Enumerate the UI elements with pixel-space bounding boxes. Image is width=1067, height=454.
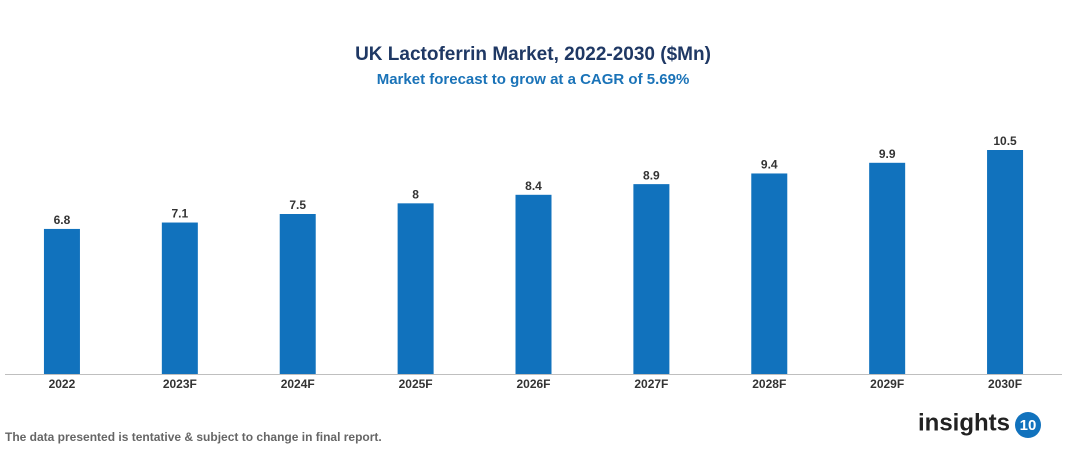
x-tick-label: 2024F bbox=[281, 377, 315, 391]
x-tick-label: 2026F bbox=[516, 377, 550, 391]
data-label: 10.5 bbox=[993, 134, 1017, 148]
bar bbox=[397, 203, 434, 374]
bar bbox=[515, 194, 552, 374]
x-tick-label: 2028F bbox=[752, 377, 786, 391]
logo-badge bbox=[1015, 412, 1041, 438]
data-label: 7.5 bbox=[289, 198, 306, 212]
x-tick-label: 2022 bbox=[49, 377, 76, 391]
x-tick-label: 2023F bbox=[163, 377, 197, 391]
bar bbox=[161, 222, 198, 374]
x-tick-label: 2030F bbox=[988, 377, 1022, 391]
bar bbox=[279, 214, 316, 374]
data-label: 7.1 bbox=[171, 207, 188, 221]
data-label: 8.9 bbox=[643, 168, 660, 182]
bar bbox=[869, 162, 906, 374]
logo-text: insights bbox=[918, 409, 1010, 436]
data-label: 8 bbox=[412, 188, 419, 202]
x-tick-label: 2025F bbox=[399, 377, 433, 391]
data-label: 9.4 bbox=[761, 158, 778, 172]
chart-subtitle: Market forecast to grow at a CAGR of 5.6… bbox=[377, 71, 690, 88]
bar bbox=[43, 228, 80, 374]
data-label: 9.9 bbox=[879, 147, 896, 161]
x-tick-label: 2029F bbox=[870, 377, 904, 391]
bar bbox=[633, 184, 670, 374]
footnote: The data presented is tentative & subjec… bbox=[5, 430, 382, 444]
bar bbox=[987, 150, 1024, 374]
data-label: 6.8 bbox=[54, 213, 71, 227]
data-label: 8.4 bbox=[525, 179, 542, 193]
logo-badge-text: 10 bbox=[1020, 417, 1037, 434]
x-tick-label: 2027F bbox=[634, 377, 668, 391]
bar bbox=[751, 173, 788, 374]
chart-title: UK Lactoferrin Market, 2022-2030 ($Mn) bbox=[355, 44, 711, 65]
